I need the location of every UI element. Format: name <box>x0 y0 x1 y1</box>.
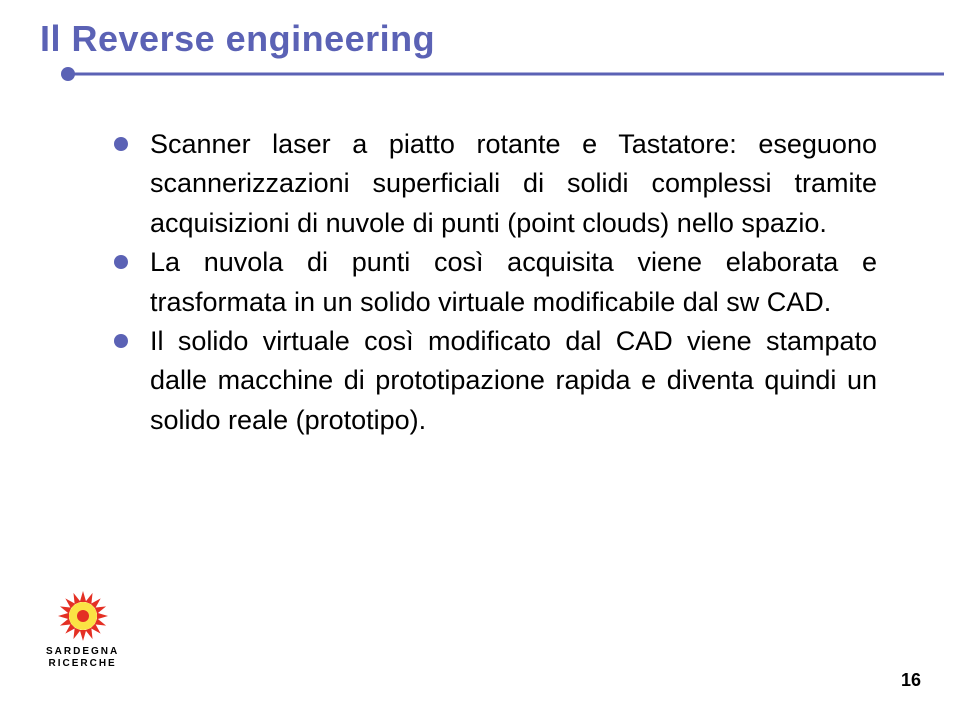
title-underline <box>40 66 950 82</box>
bullet-list: Scanner laser a piatto rotante e Tastato… <box>40 125 919 440</box>
bullet-item: Il solido virtuale così modificato dal C… <box>114 322 877 440</box>
logo-area: SARDEGNA RICERCHE <box>46 589 119 669</box>
bullet-text: Il solido virtuale così modificato dal C… <box>150 322 877 440</box>
slide-container: Il Reverse engineering Scanner laser a p… <box>0 0 959 713</box>
bullet-item: Scanner laser a piatto rotante e Tastato… <box>114 125 877 243</box>
underline-bar <box>68 73 944 76</box>
slide-title: Il Reverse engineering <box>40 18 919 60</box>
bullet-text: Scanner laser a piatto rotante e Tastato… <box>150 125 877 243</box>
bullet-dot-icon <box>114 137 128 151</box>
bullet-item: La nuvola di punti così acquisita viene … <box>114 243 877 322</box>
page-number: 16 <box>901 670 921 691</box>
logo-center-circle <box>77 610 89 622</box>
logo-text-line2: RICERCHE <box>46 658 119 670</box>
bullet-dot-icon <box>114 255 128 269</box>
logo-text: SARDEGNA RICERCHE <box>46 646 119 669</box>
bullet-dot-icon <box>114 334 128 348</box>
logo-text-line1: SARDEGNA <box>46 646 119 658</box>
bullet-text: La nuvola di punti così acquisita viene … <box>150 243 877 322</box>
logo-sun-icon <box>56 589 110 643</box>
